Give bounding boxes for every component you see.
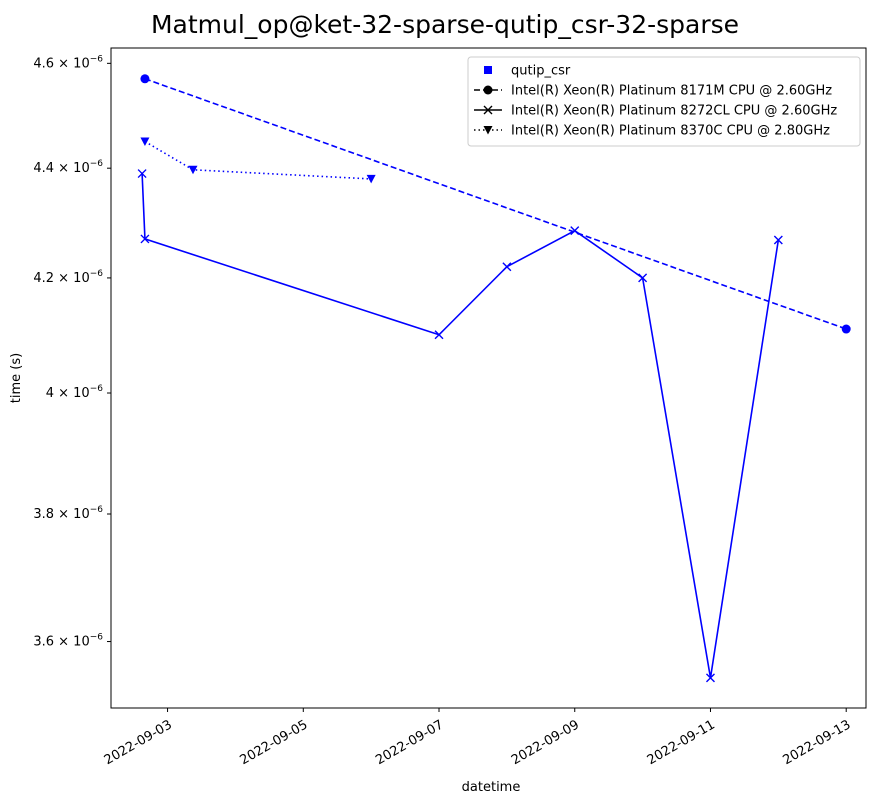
data-point <box>188 165 198 175</box>
legend-label: Intel(R) Xeon(R) Platinum 8272CL CPU @ 2… <box>511 104 837 119</box>
data-point <box>841 324 851 334</box>
y-tick-label: 3.8 × 10−6 <box>33 505 103 522</box>
plot-frame <box>110 47 867 709</box>
series-2 <box>137 169 783 683</box>
legend-item: Intel(R) Xeon(R) Platinum 8370C CPU @ 2.… <box>474 124 830 139</box>
legend-label: Intel(R) Xeon(R) Platinum 8171M CPU @ 2.… <box>511 84 832 99</box>
y-tick-label: 4.2 × 10−6 <box>33 269 103 286</box>
y-tick-label: 4.6 × 10−6 <box>33 54 103 71</box>
data-point <box>434 330 444 340</box>
data-point <box>638 273 648 283</box>
data-point <box>705 673 715 683</box>
legend-label: qutip_csr <box>511 64 571 79</box>
data-point <box>502 262 512 272</box>
series-line <box>144 78 847 330</box>
x-tick-label: 2022-09-11 <box>645 717 718 768</box>
legend-marker <box>483 126 493 135</box>
y-tick-label: 3.6 × 10−6 <box>33 633 103 650</box>
legend-item: Intel(R) Xeon(R) Platinum 8171M CPU @ 2.… <box>474 84 832 99</box>
series-layer <box>137 74 851 683</box>
legend-marker <box>483 105 493 115</box>
x-tick-label: 2022-09-09 <box>509 717 582 768</box>
legend-item: qutip_csr <box>484 64 571 79</box>
y-axis-label: time (s) <box>9 353 24 403</box>
y-tick-label: 4.4 × 10−6 <box>33 159 103 176</box>
x-tick-label: 2022-09-13 <box>780 717 853 768</box>
series-1 <box>140 74 851 334</box>
legend-box <box>467 56 861 147</box>
x-tick-label: 2022-09-07 <box>373 717 446 768</box>
chart-title: Matmul_op@ket-32-sparse-qutip_csr-32-spa… <box>151 10 739 39</box>
data-point <box>137 169 147 179</box>
y-axis: 3.6 × 10−6 3.8 × 10−6 4 × 10−6 4.2 × 10−6 4.… <box>33 54 111 650</box>
x-tick-label: 2022-09-03 <box>102 717 175 768</box>
series-3 <box>140 137 376 184</box>
legend-marker <box>484 66 492 74</box>
y-tick-label: 4 × 10−6 <box>46 384 104 401</box>
data-point <box>140 234 150 244</box>
data-point <box>570 226 580 236</box>
legend-label: Intel(R) Xeon(R) Platinum 8370C CPU @ 2.… <box>511 124 830 139</box>
x-tick-label: 2022-09-05 <box>238 717 311 768</box>
legend-marker <box>483 85 493 95</box>
data-point <box>773 235 783 245</box>
x-axis: 2022-09-03 2022-09-05 2022-09-07 2022-09-09… <box>102 708 853 768</box>
x-axis-label: datetime <box>462 780 521 795</box>
legend-item: Intel(R) Xeon(R) Platinum 8272CL CPU @ 2… <box>474 104 837 119</box>
series-line <box>141 173 780 678</box>
series-line <box>144 140 372 180</box>
legend: qutip_csr Intel(R) Xeon(R) Platinum 8171M… <box>467 56 861 147</box>
data-point <box>140 137 150 147</box>
data-point <box>140 74 150 84</box>
data-point <box>366 174 376 184</box>
